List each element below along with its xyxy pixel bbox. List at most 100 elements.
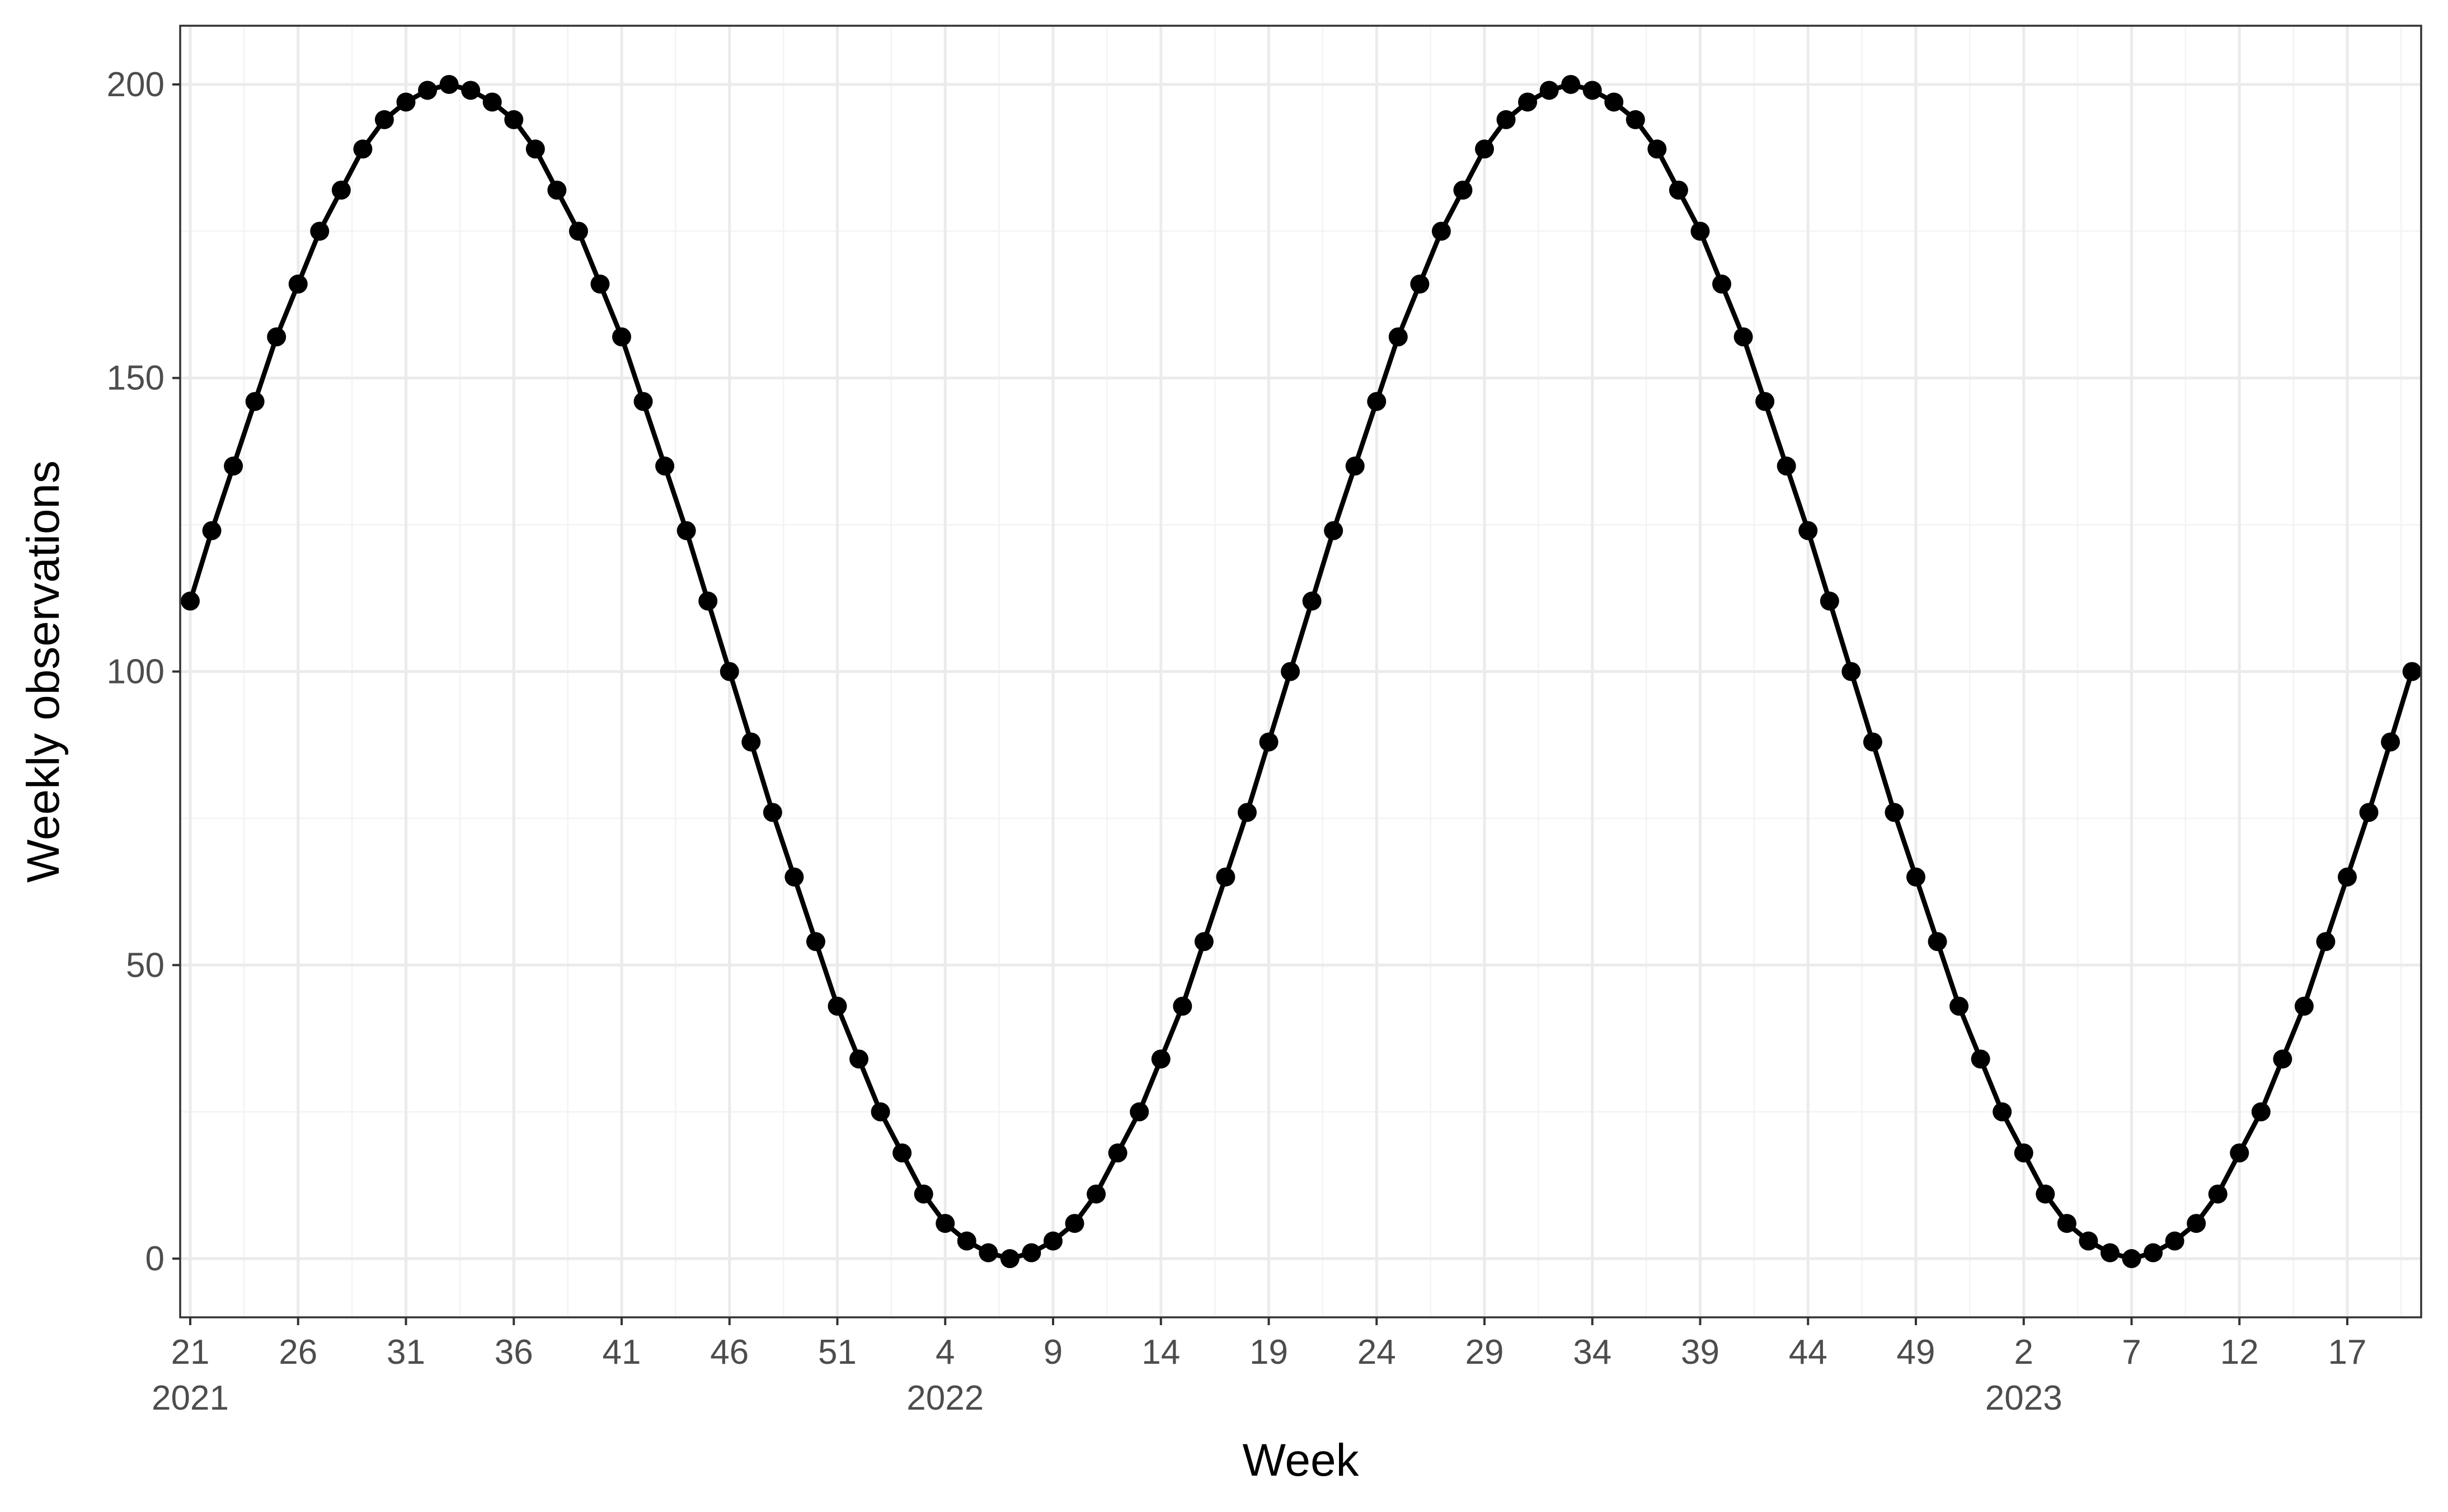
data-point xyxy=(2165,1231,2184,1251)
data-point xyxy=(655,456,675,476)
x-tick-label: 4 xyxy=(936,1333,955,1372)
x-tick-label: 51 xyxy=(818,1333,857,1372)
data-point xyxy=(2057,1214,2076,1233)
data-point xyxy=(1841,662,1861,681)
data-point xyxy=(2036,1184,2055,1204)
data-point xyxy=(2144,1243,2163,1263)
x-tick-label: 2 xyxy=(2014,1333,2033,1372)
data-point xyxy=(2316,932,2336,952)
x-tick-label: 46 xyxy=(710,1333,749,1372)
data-point xyxy=(1906,867,1925,887)
x-year-label: 2021 xyxy=(152,1379,229,1417)
data-point xyxy=(374,110,394,129)
data-point xyxy=(288,274,308,294)
data-point xyxy=(1712,274,1732,294)
data-point xyxy=(1647,139,1667,159)
x-tick-label: 31 xyxy=(387,1333,425,1372)
data-point xyxy=(1108,1143,1127,1163)
data-point xyxy=(1324,521,1343,540)
data-point xyxy=(676,521,696,540)
data-point xyxy=(1065,1214,1084,1233)
data-point xyxy=(1194,932,1214,952)
data-point xyxy=(310,222,330,241)
data-point xyxy=(1044,1231,1063,1251)
data-point xyxy=(396,92,416,112)
x-tick-label: 39 xyxy=(1681,1333,1719,1372)
data-point xyxy=(1798,521,1818,540)
data-point xyxy=(2208,1184,2228,1204)
x-year-label: 2022 xyxy=(906,1379,984,1417)
y-tick-label: 100 xyxy=(107,653,165,691)
data-point xyxy=(806,932,825,952)
data-point xyxy=(720,662,739,681)
data-point xyxy=(1733,327,1753,347)
data-point xyxy=(331,180,351,200)
x-tick-label: 26 xyxy=(279,1333,317,1372)
data-point xyxy=(1388,327,1408,347)
data-point xyxy=(1777,456,1796,476)
x-tick-label: 17 xyxy=(2328,1333,2367,1372)
data-point xyxy=(633,392,653,411)
x-tick-label: 14 xyxy=(1141,1333,1180,1372)
data-point xyxy=(590,274,610,294)
data-point xyxy=(504,110,524,129)
x-tick-label: 19 xyxy=(1249,1333,1288,1372)
data-point xyxy=(1928,932,1947,952)
x-tick-label: 44 xyxy=(1789,1333,1827,1372)
data-point xyxy=(2294,996,2314,1016)
data-point xyxy=(1475,139,1494,159)
y-tick-label: 0 xyxy=(145,1240,165,1278)
data-point xyxy=(202,521,222,540)
data-point xyxy=(245,392,265,411)
data-point xyxy=(181,591,200,611)
x-axis-title: Week xyxy=(1242,1435,1359,1486)
x-tick-label: 34 xyxy=(1573,1333,1611,1372)
y-tick-label: 50 xyxy=(126,946,165,985)
data-point xyxy=(763,803,782,822)
data-point xyxy=(2359,803,2379,822)
y-tick-label: 150 xyxy=(107,359,165,398)
data-point xyxy=(784,867,804,887)
data-point xyxy=(1993,1102,2012,1122)
data-point xyxy=(1216,867,1235,887)
data-point xyxy=(1971,1049,1990,1069)
data-point xyxy=(871,1102,890,1122)
data-point xyxy=(1755,392,1775,411)
data-point xyxy=(224,456,243,476)
data-point xyxy=(1669,180,1688,200)
data-point xyxy=(2230,1143,2249,1163)
data-point xyxy=(741,732,761,752)
x-tick-label: 29 xyxy=(1465,1333,1504,1372)
data-point xyxy=(957,1231,976,1251)
data-point xyxy=(1863,732,1882,752)
data-point xyxy=(612,327,631,347)
x-tick-label: 36 xyxy=(495,1333,533,1372)
data-point xyxy=(892,1143,912,1163)
x-tick-label: 12 xyxy=(2220,1333,2259,1372)
data-point xyxy=(1022,1243,1041,1263)
y-axis-title: Weekly observations xyxy=(18,460,69,883)
series-layer xyxy=(181,74,2422,1269)
data-point xyxy=(547,180,567,200)
data-point xyxy=(2402,662,2422,681)
data-point xyxy=(267,327,286,347)
data-point xyxy=(1518,92,1538,112)
data-point xyxy=(1453,180,1473,200)
data-point xyxy=(1604,92,1624,112)
major-gridlines xyxy=(180,26,2421,1317)
data-point xyxy=(979,1243,998,1263)
data-point xyxy=(936,1214,955,1233)
data-point xyxy=(525,139,545,159)
x-tick-label: 49 xyxy=(1897,1333,1935,1372)
data-point xyxy=(1949,996,1969,1016)
data-point xyxy=(2079,1231,2098,1251)
data-point xyxy=(849,1049,869,1069)
data-point xyxy=(1173,996,1192,1016)
data-point xyxy=(482,92,502,112)
data-point xyxy=(1302,591,1322,611)
data-point xyxy=(1690,222,1710,241)
x-tick-label: 7 xyxy=(2122,1333,2141,1372)
data-point xyxy=(1345,456,1365,476)
data-point xyxy=(2338,867,2357,887)
data-point xyxy=(828,996,847,1016)
